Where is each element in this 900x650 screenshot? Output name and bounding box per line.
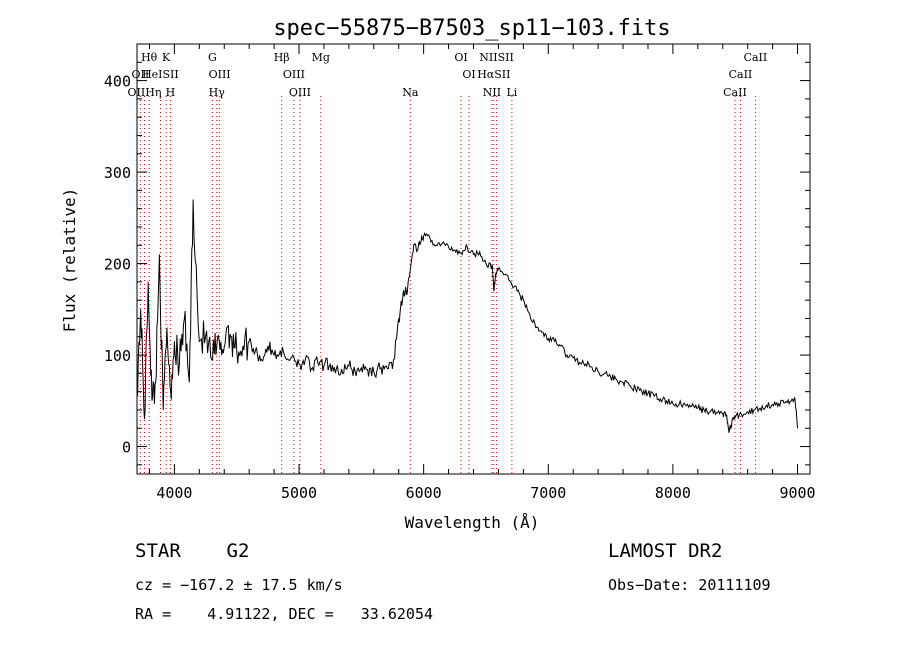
spectral-line-label: OIII <box>289 86 311 99</box>
x-tick-label: 9000 <box>779 484 815 502</box>
spectral-line-label: NIISII <box>479 51 514 64</box>
spectral-line-label: NII <box>483 86 501 99</box>
x-tick-label: 8000 <box>655 484 691 502</box>
spectral-line-label: Hγ <box>209 86 226 99</box>
spectral-line-label: HαSII <box>477 68 510 81</box>
spectral-line-label: OIII <box>209 68 231 81</box>
spectral-line-label: Mg <box>312 51 330 64</box>
object-class: STAR G2 <box>135 540 250 562</box>
y-tick-label: 100 <box>104 347 131 365</box>
spectral-line-label: Li <box>506 86 517 99</box>
spectral-line-label: OII <box>132 68 150 81</box>
spectral-line-label: H <box>166 86 176 99</box>
x-tick-label: 5000 <box>281 484 317 502</box>
x-tick-label: 4000 <box>156 484 192 502</box>
spectral-line-label: G <box>208 51 217 64</box>
spectrum-line <box>136 199 798 433</box>
x-tick-label: 7000 <box>530 484 566 502</box>
y-tick-label: 300 <box>104 164 131 182</box>
y-axis-label: Flux (relative) <box>60 188 79 333</box>
y-tick-label: 0 <box>122 439 131 457</box>
x-axis-label: Wavelength (Å) <box>405 513 540 532</box>
spectral-line-label: K <box>162 51 171 64</box>
spectral-line-label: OI <box>454 51 467 64</box>
spectral-line-label: CaII <box>723 86 747 99</box>
spectral-line-label: Na <box>402 86 419 99</box>
y-tick-label: 200 <box>104 256 131 274</box>
spectral-line-label: Hβ <box>274 51 290 64</box>
spectral-line-label: CaII <box>744 51 768 64</box>
plot-frame <box>136 43 811 475</box>
survey-name: LAMOST DR2 <box>608 540 723 562</box>
spectral-line-label: CaII <box>729 68 753 81</box>
chart-title: spec−55875−B7503_sp11−103.fits <box>273 16 670 41</box>
tick-labels: 4000 5000 6000 7000 8000 9000 0 100 200 300 400 <box>104 73 816 502</box>
obs-date: Obs−Date: 20111109 <box>608 576 771 594</box>
axis-ticks <box>137 43 810 474</box>
spectral-line-label: OIII <box>283 68 305 81</box>
spectral-line-label: HeISII <box>142 68 179 81</box>
redshift-cz: cz = −167.2 ± 17.5 km/s <box>135 576 343 594</box>
x-tick-label: 6000 <box>406 484 442 502</box>
spectral-line-label: OI <box>462 68 475 81</box>
ra-dec: RA = 4.91122, DEC = 33.62054 <box>135 605 434 623</box>
y-tick-label: 400 <box>104 73 131 91</box>
spectral-line-label: OIIHη <box>128 86 162 99</box>
spectral-line-label: Hθ <box>141 51 158 64</box>
spectrum-chart: spec−55875−B7503_sp11−103.fits Hθ K G Hβ Mg O… <box>60 16 816 532</box>
